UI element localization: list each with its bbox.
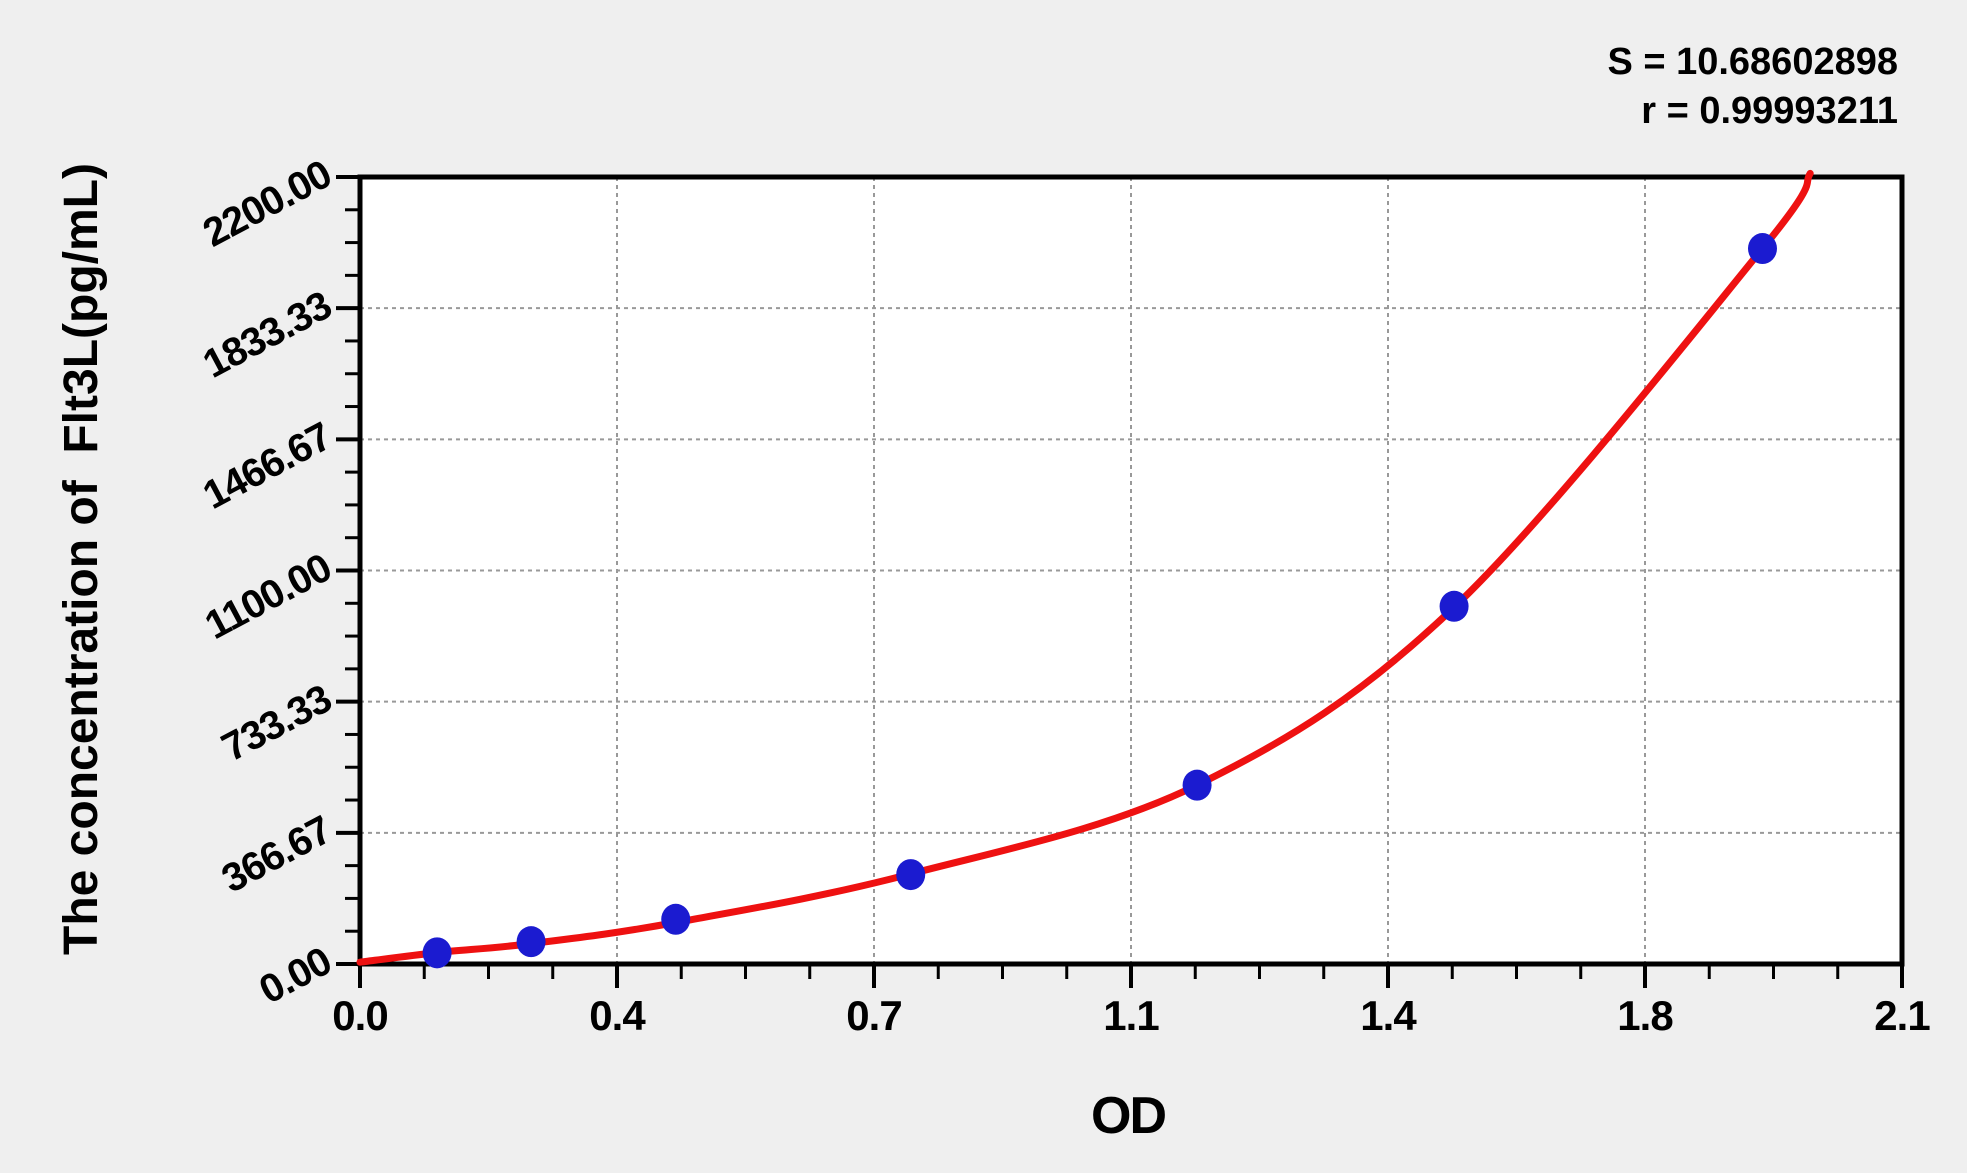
data-point xyxy=(661,903,691,935)
x-tick-label: 2.1 xyxy=(1874,992,1930,1039)
y-tick-label: 0.00 xyxy=(252,939,338,1013)
data-point xyxy=(422,937,452,969)
y-tick-label: 366.67 xyxy=(215,808,338,901)
data-point xyxy=(1439,590,1469,622)
x-tick-label: 1.4 xyxy=(1360,992,1417,1039)
r-value: r = 0.99993211 xyxy=(1641,90,1898,132)
x-axis-title: OD xyxy=(1091,1087,1167,1145)
y-tick-label: 733.33 xyxy=(215,677,338,770)
data-point xyxy=(896,859,926,891)
fit-statistics: S = 10.68602898 r = 0.99993211 xyxy=(1607,38,1898,136)
data-point xyxy=(1747,233,1777,265)
x-tick-label: 0.7 xyxy=(846,992,901,1039)
s-value: S = 10.68602898 xyxy=(1607,41,1898,83)
plot-border xyxy=(357,174,1905,967)
x-tick-label: 0.0 xyxy=(332,992,387,1039)
data-point xyxy=(1182,769,1212,801)
y-tick-label: 2200.00 xyxy=(196,152,338,255)
x-tick-label: 1.8 xyxy=(1617,992,1673,1039)
y-tick-label: 1100.00 xyxy=(198,546,338,648)
y-tick-label: 1466.67 xyxy=(196,414,338,517)
x-tick-label: 0.4 xyxy=(589,992,646,1039)
y-tick-label: 1833.33 xyxy=(196,283,338,386)
data-point xyxy=(516,926,546,958)
x-tick-label: 1.1 xyxy=(1103,992,1159,1039)
